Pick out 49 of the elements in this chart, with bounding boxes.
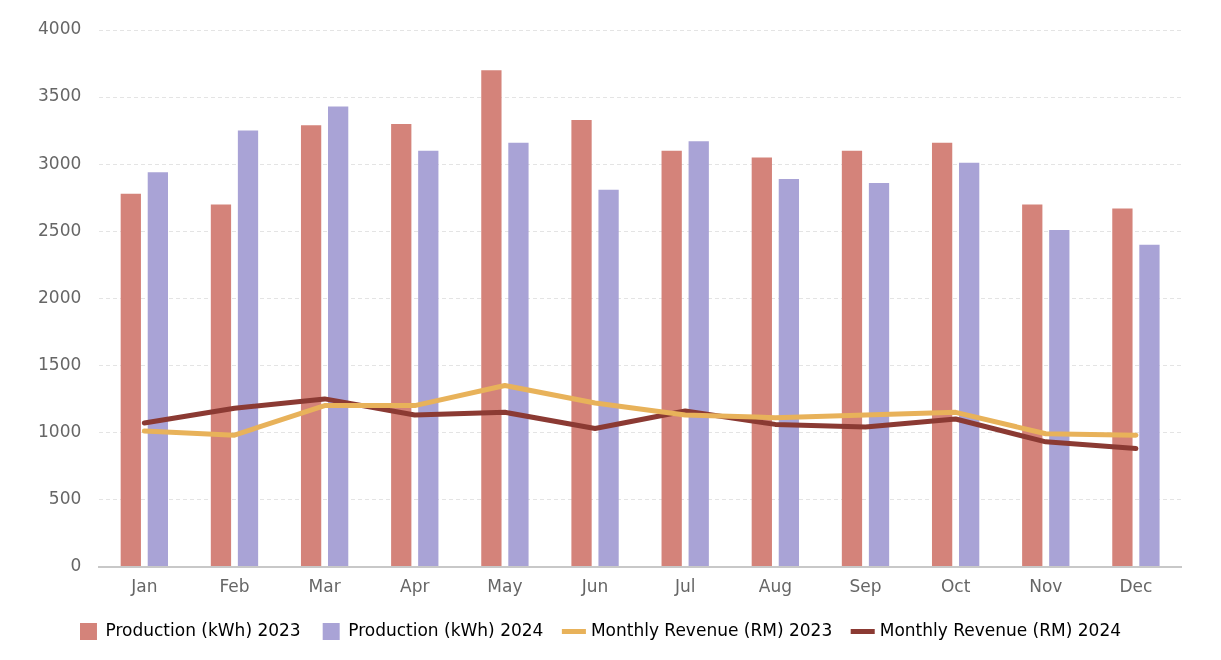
x-tick-label: Nov (1029, 576, 1063, 597)
bar (1139, 244, 1160, 567)
legend-label: Production (kWh) 2023 (105, 619, 301, 640)
bar (868, 182, 890, 567)
bar (571, 119, 592, 567)
x-tick-label: Oct (940, 576, 971, 597)
x-tick-label: Jun (580, 576, 609, 597)
x-tick-label: Sep (849, 576, 882, 597)
bar (1112, 208, 1133, 567)
bar (418, 150, 439, 567)
bar (931, 142, 953, 567)
bar (210, 204, 232, 567)
y-tick-label: 0 (70, 555, 82, 576)
bar (688, 141, 709, 567)
x-tick-label: Jul (673, 576, 696, 597)
x-tick-label: Mar (308, 576, 341, 597)
bar (661, 150, 682, 567)
y-tick-label: 2000 (38, 286, 82, 307)
x-tick-label: Dec (1119, 576, 1153, 597)
y-tick-label: 1000 (38, 420, 82, 441)
x-tick-label: May (487, 576, 523, 597)
bar (959, 162, 980, 567)
y-tick-label: 3000 (38, 152, 82, 173)
bar (1049, 229, 1070, 567)
y-tick-label: 1500 (38, 353, 82, 374)
y-tick-label: 3500 (38, 85, 82, 106)
bar (751, 157, 772, 567)
x-tick-label: Feb (219, 576, 250, 597)
x-tick-label: Aug (758, 576, 792, 597)
y-tick-label: 500 (48, 487, 82, 508)
bar (1022, 204, 1043, 567)
bar (237, 130, 259, 567)
bar (841, 150, 863, 567)
y-tick-label: 2500 (38, 219, 82, 240)
bar (300, 125, 322, 567)
legend-label: Production (kWh) 2024 (348, 619, 544, 640)
bar (598, 189, 619, 567)
legend-label: Monthly Revenue (RM) 2023 (590, 619, 833, 640)
legend-label: Monthly Revenue (RM) 2024 (879, 619, 1122, 640)
bar (147, 172, 168, 567)
bar (120, 193, 141, 567)
bar (508, 142, 529, 567)
bar (391, 123, 412, 567)
x-tick-label: Jan (130, 576, 158, 597)
x-tick-label: Apr (400, 576, 430, 597)
bar (328, 106, 349, 567)
bar (778, 178, 800, 567)
bar (481, 70, 502, 567)
y-tick-label: 4000 (38, 18, 82, 39)
